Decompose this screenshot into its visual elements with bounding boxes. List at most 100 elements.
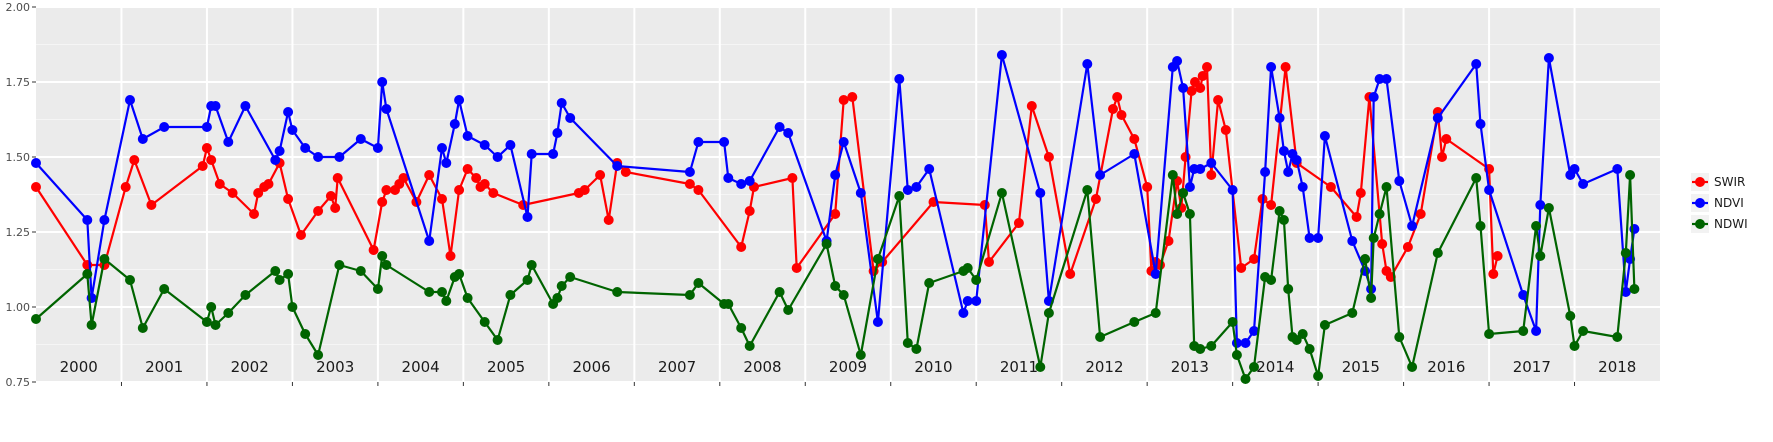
- year-label: 2016: [1427, 358, 1465, 376]
- data-point: [1178, 83, 1189, 93]
- data-point: [1129, 134, 1140, 144]
- data-point: [1355, 188, 1366, 198]
- data-point: [1274, 113, 1285, 123]
- data-point: [838, 137, 849, 147]
- data-point: [821, 239, 832, 249]
- data-point: [1360, 254, 1371, 264]
- data-point: [1231, 350, 1242, 360]
- data-point: [377, 77, 388, 87]
- data-point: [159, 284, 170, 294]
- data-point: [1319, 131, 1330, 141]
- data-point: [552, 128, 563, 138]
- x-axis: [120, 382, 1576, 386]
- data-point: [1366, 293, 1377, 303]
- year-label: 2005: [487, 358, 525, 376]
- data-point: [894, 191, 905, 201]
- data-point: [962, 263, 973, 273]
- data-point: [723, 173, 734, 183]
- data-point: [1090, 194, 1101, 204]
- data-point: [424, 236, 435, 246]
- year-label: 2017: [1513, 358, 1551, 376]
- data-point: [381, 104, 392, 114]
- data-point: [1274, 206, 1285, 216]
- data-point: [201, 143, 212, 153]
- data-point: [1407, 362, 1418, 372]
- data-point: [924, 278, 935, 288]
- data-point: [330, 203, 341, 213]
- data-point: [300, 143, 311, 153]
- data-point: [603, 215, 614, 225]
- data-point: [223, 308, 234, 318]
- data-point: [1283, 284, 1294, 294]
- data-point: [372, 284, 383, 294]
- year-label: 2004: [402, 358, 440, 376]
- data-point: [1578, 179, 1589, 189]
- data-point: [1407, 221, 1418, 231]
- data-point: [958, 308, 969, 318]
- data-point: [1475, 221, 1486, 231]
- data-point: [424, 287, 435, 297]
- data-point: [334, 260, 345, 270]
- data-point: [526, 149, 537, 159]
- data-point: [1112, 92, 1123, 102]
- data-point: [313, 152, 324, 162]
- data-point: [1116, 110, 1127, 120]
- data-point: [1266, 275, 1277, 285]
- series-ndwi: [31, 170, 1640, 384]
- data-point: [223, 137, 234, 147]
- data-point: [31, 314, 41, 324]
- data-point: [1437, 152, 1447, 162]
- data-point: [838, 95, 849, 105]
- data-point: [1249, 326, 1259, 336]
- data-point: [783, 128, 794, 138]
- year-label: 2018: [1598, 358, 1636, 376]
- year-label: 2012: [1085, 358, 1123, 376]
- data-point: [1394, 176, 1405, 186]
- data-point: [368, 245, 379, 255]
- data-point: [1195, 83, 1206, 93]
- data-point: [381, 185, 392, 195]
- data-point: [372, 143, 383, 153]
- data-point: [287, 125, 298, 135]
- data-point: [31, 182, 41, 192]
- data-point: [441, 158, 452, 168]
- data-point: [1206, 341, 1217, 351]
- data-point: [449, 119, 460, 129]
- data-point: [129, 155, 140, 165]
- data-point: [1195, 344, 1206, 354]
- data-point: [206, 302, 217, 312]
- data-point: [355, 266, 366, 276]
- data-point: [684, 167, 695, 177]
- data-point: [1227, 317, 1238, 327]
- data-point: [1035, 362, 1046, 372]
- series-ndvi: [31, 50, 1640, 348]
- data-point: [1415, 209, 1426, 219]
- data-point: [454, 269, 465, 279]
- year-label: 2007: [658, 358, 696, 376]
- data-point: [214, 179, 225, 189]
- data-point: [313, 206, 324, 216]
- year-label-layer: 2000 2001 2002 2003 2004 2005 2006 2007 2008 2009…: [60, 358, 1637, 376]
- y-tick-label: 0.75: [6, 376, 31, 389]
- data-point: [1531, 326, 1542, 336]
- y-tick-label: 1.50: [6, 151, 31, 164]
- data-point: [1184, 182, 1195, 192]
- data-point: [492, 152, 503, 162]
- data-point: [462, 293, 473, 303]
- data-point: [283, 269, 294, 279]
- data-point: [1535, 200, 1546, 210]
- year-label: 2001: [145, 358, 183, 376]
- data-point: [971, 275, 982, 285]
- data-point: [505, 140, 516, 150]
- data-point: [1167, 170, 1178, 180]
- data-point: [437, 287, 447, 297]
- data-point: [1213, 95, 1224, 105]
- data-point: [830, 281, 841, 291]
- data-point: [1374, 209, 1385, 219]
- data-point: [206, 155, 217, 165]
- data-point: [1319, 320, 1330, 330]
- data-point: [31, 158, 41, 168]
- data-point: [736, 179, 747, 189]
- data-point: [82, 215, 93, 225]
- data-point: [552, 293, 563, 303]
